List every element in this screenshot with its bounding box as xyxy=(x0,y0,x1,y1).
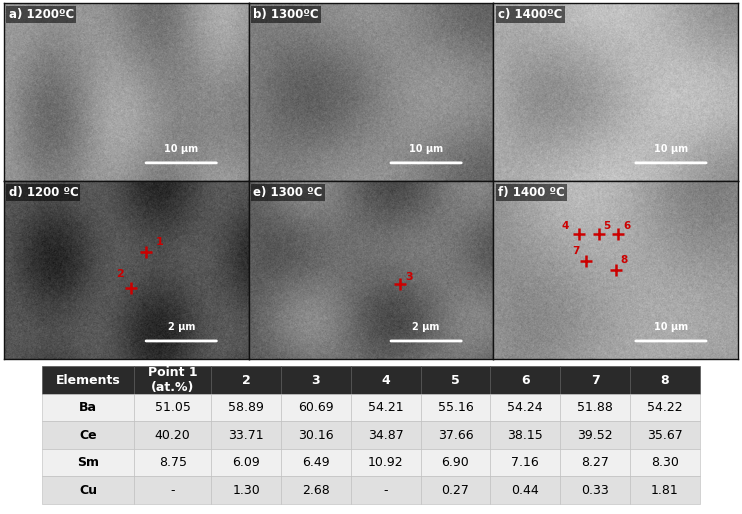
Text: a) 1200ºC: a) 1200ºC xyxy=(9,8,74,21)
Text: 1: 1 xyxy=(156,237,163,247)
Text: 8: 8 xyxy=(621,254,628,265)
Text: 2 μm: 2 μm xyxy=(168,322,195,332)
Text: 7: 7 xyxy=(572,246,580,255)
Text: b) 1300ºC: b) 1300ºC xyxy=(254,8,319,21)
Text: 10 μm: 10 μm xyxy=(409,144,443,154)
Text: e) 1300 ºC: e) 1300 ºC xyxy=(254,186,323,199)
Text: f) 1400 ºC: f) 1400 ºC xyxy=(499,186,565,199)
Text: c) 1400ºC: c) 1400ºC xyxy=(499,8,562,21)
Text: 5: 5 xyxy=(604,221,611,231)
Text: 2: 2 xyxy=(116,269,124,279)
Text: 2 μm: 2 μm xyxy=(413,322,440,332)
Text: d) 1200 ºC: d) 1200 ºC xyxy=(9,186,79,199)
Text: 10 μm: 10 μm xyxy=(654,322,688,332)
Text: 10 μm: 10 μm xyxy=(164,144,198,154)
Text: 3: 3 xyxy=(405,272,413,282)
Text: 6: 6 xyxy=(623,221,631,231)
Text: 10 μm: 10 μm xyxy=(654,144,688,154)
Text: 4: 4 xyxy=(562,221,569,231)
